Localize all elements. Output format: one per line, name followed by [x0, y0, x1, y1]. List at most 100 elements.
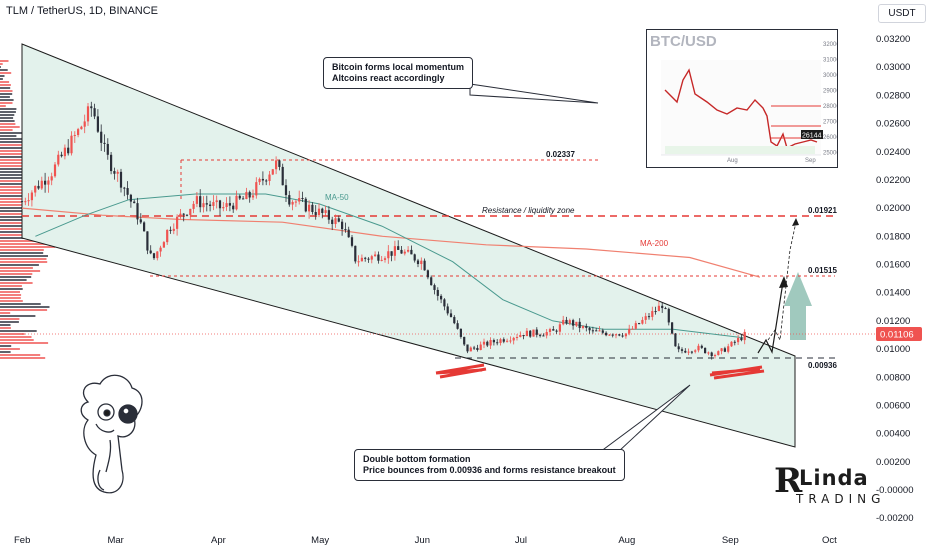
volume-profile-bar [0, 90, 13, 92]
candle-body [123, 187, 126, 189]
y-tick-label: 0.03200 [876, 34, 910, 45]
candle-body [525, 330, 528, 337]
volume-profile-bar [0, 267, 33, 269]
y-tick-label: 0.01800 [876, 231, 910, 242]
candle-body [133, 201, 136, 204]
x-tick-label: Sep [722, 535, 739, 546]
volume-profile-bar [0, 141, 24, 143]
candle-body [327, 210, 330, 220]
bottom-callout-line-1: Double bottom formation [363, 454, 471, 464]
candle-body [374, 254, 377, 257]
volume-profile-bar [0, 333, 25, 335]
volume-profile-bar [0, 249, 44, 251]
candle-body [684, 350, 687, 353]
y-tick-label: 0.03000 [876, 62, 910, 73]
candle-body [453, 317, 456, 324]
candle-body [136, 203, 139, 220]
candle-body [268, 174, 271, 182]
candle-body [60, 154, 63, 157]
candle-body [116, 171, 119, 174]
candle-body [420, 260, 423, 265]
volume-profile-bar [0, 327, 11, 329]
candle-body [522, 334, 525, 337]
candle-body [100, 131, 103, 143]
candle-body [314, 212, 317, 216]
candle-body [641, 319, 644, 324]
candle-body [317, 208, 321, 216]
candle-body [334, 218, 337, 225]
candle-body [166, 229, 169, 243]
volume-profile-bar [0, 132, 26, 134]
volume-profile-bar [0, 87, 11, 89]
candle-body [713, 355, 717, 357]
btc-inset-chart: BTC/USD 26144 32000310003000029000280002… [646, 29, 838, 168]
volume-profile-bar [0, 345, 12, 347]
currency-button[interactable]: USDT [878, 4, 926, 23]
candle-body [278, 160, 281, 167]
candle-body [80, 126, 83, 130]
candle-body [159, 247, 162, 252]
candle-body [20, 201, 24, 203]
candle-body [70, 135, 73, 154]
volume-profile-bar [0, 309, 48, 311]
volume-profile-bar [0, 348, 20, 350]
candle-body [700, 345, 703, 348]
candle-body [506, 340, 509, 342]
candle-body [238, 195, 241, 199]
candle-body [476, 347, 479, 350]
candle-body [44, 180, 47, 185]
candle-body [119, 171, 123, 188]
candle-body [486, 341, 489, 346]
volume-profile-bar [0, 351, 11, 353]
candle-body [156, 251, 159, 259]
candle-body [218, 200, 222, 209]
resistance-zone-label: Resistance / liquidity zone [482, 206, 575, 215]
candle-body [258, 178, 261, 183]
candle-body [634, 323, 637, 329]
candle-body [162, 242, 165, 248]
candle-body [710, 352, 713, 357]
candle-body [499, 339, 502, 343]
volume-profile-bar [0, 246, 56, 248]
volume-profile-bar [0, 135, 17, 137]
candle-body [552, 329, 555, 331]
level-label-01921: 0.01921 [808, 206, 837, 215]
candle-body [179, 213, 182, 217]
candle-body [433, 285, 436, 290]
candle-body [106, 143, 109, 155]
candle-body [720, 348, 723, 352]
bottom-callout-line-2: Price bounces from 0.00936 and forms res… [363, 465, 616, 475]
candle-body [47, 180, 50, 185]
volume-profile-bar [0, 153, 32, 155]
candle-body [347, 229, 350, 238]
volume-profile-bar [0, 159, 39, 161]
y-tick-label: 0.00400 [876, 429, 910, 440]
candle-body [479, 344, 482, 350]
volume-profile-bar [0, 318, 20, 320]
candle-body [321, 208, 324, 213]
candle-body [545, 331, 548, 336]
volume-profile-bar [0, 150, 27, 152]
inset-price-line [664, 68, 818, 150]
candle-body [30, 192, 33, 201]
candle-body [146, 231, 149, 251]
candle-body [723, 348, 726, 352]
candle-body [139, 219, 142, 223]
y-tick-label: 0.02600 [876, 119, 910, 130]
candle-body [67, 147, 70, 154]
candle-body [664, 308, 667, 310]
volume-profile-bar [0, 285, 22, 287]
chart-title: TLM / TetherUS, 1D, BINANCE [6, 5, 159, 17]
candle-body [149, 250, 152, 254]
candle-body [308, 204, 311, 212]
candle-body [446, 306, 449, 314]
volume-profile-bar [0, 177, 42, 179]
candle-body [380, 259, 383, 261]
volume-profile-bar [0, 315, 36, 317]
volume-profile-bar [0, 300, 23, 302]
candle-body [548, 329, 552, 332]
watermark-top: Linda [799, 466, 869, 490]
candle-body [463, 336, 466, 345]
volume-profile-bar [0, 78, 3, 80]
